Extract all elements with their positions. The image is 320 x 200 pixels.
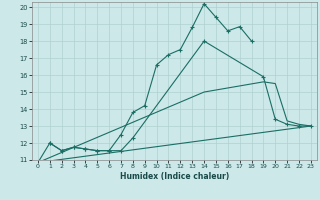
X-axis label: Humidex (Indice chaleur): Humidex (Indice chaleur)	[120, 172, 229, 181]
